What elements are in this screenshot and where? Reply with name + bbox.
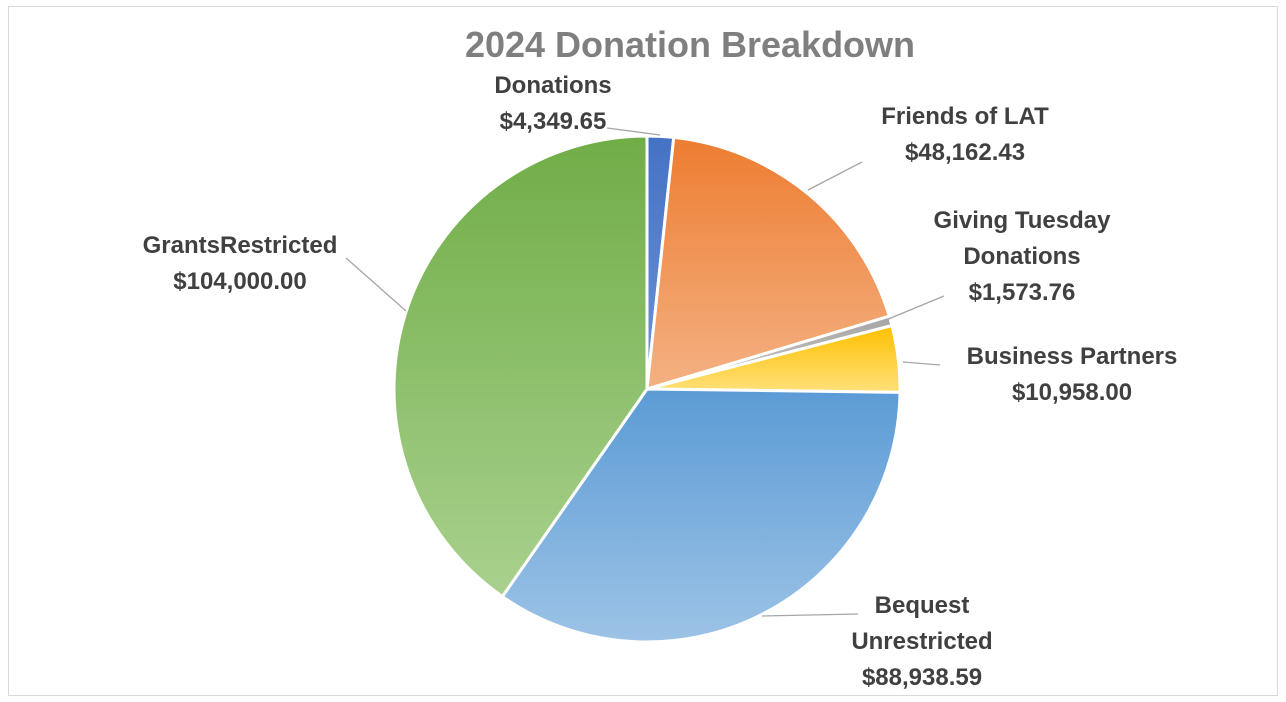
slice-category-text: GrantsRestricted (143, 232, 338, 259)
pie-slice-4 (500, 387, 902, 644)
slice-value-text: $104,000.00 (173, 268, 306, 295)
leader-line-1 (807, 161, 863, 191)
slice-category-text: Donations (963, 243, 1080, 270)
slice-label-0: Donations $4,349.65 (494, 72, 611, 135)
slice-label-5: GrantsRestricted $104,000.00 (143, 232, 338, 295)
pie-slice-5 (392, 134, 649, 599)
slice-value-text: $1,573.76 (969, 279, 1076, 306)
slice-category-text: Giving Tuesday (934, 207, 1112, 234)
slice-label-1: Friends of LAT $48,162.43 (881, 103, 1049, 166)
chart-title: 2024 Donation Breakdown (464, 24, 916, 65)
slice-value-text: $88,938.59 (862, 664, 982, 691)
leader-line-0 (606, 127, 661, 136)
slice-value-text: $48,162.43 (905, 139, 1025, 166)
slice-category-text: Unrestricted (851, 628, 992, 655)
slice-value-text: $10,958.00 (1012, 379, 1132, 406)
slice-label-3: Business Partners $10,958.00 (967, 343, 1178, 406)
leader-line-2 (885, 295, 945, 321)
slice-category-text: Bequest (875, 592, 970, 619)
slice-category-text: Donations (494, 72, 611, 99)
slice-label-4: Bequest Unrestricted $88,938.59 (851, 592, 992, 691)
leader-line-5 (345, 257, 407, 312)
slice-value-text: $4,349.65 (500, 108, 607, 135)
pie-slice-1 (645, 135, 891, 391)
slice-category-text: Business Partners (967, 343, 1178, 370)
slice-category-text: Friends of LAT (881, 103, 1049, 130)
leader-line-3 (902, 361, 941, 366)
slice-label-2: Giving Tuesday Donations $1,573.76 (934, 207, 1112, 306)
leader-line-4 (761, 613, 859, 617)
